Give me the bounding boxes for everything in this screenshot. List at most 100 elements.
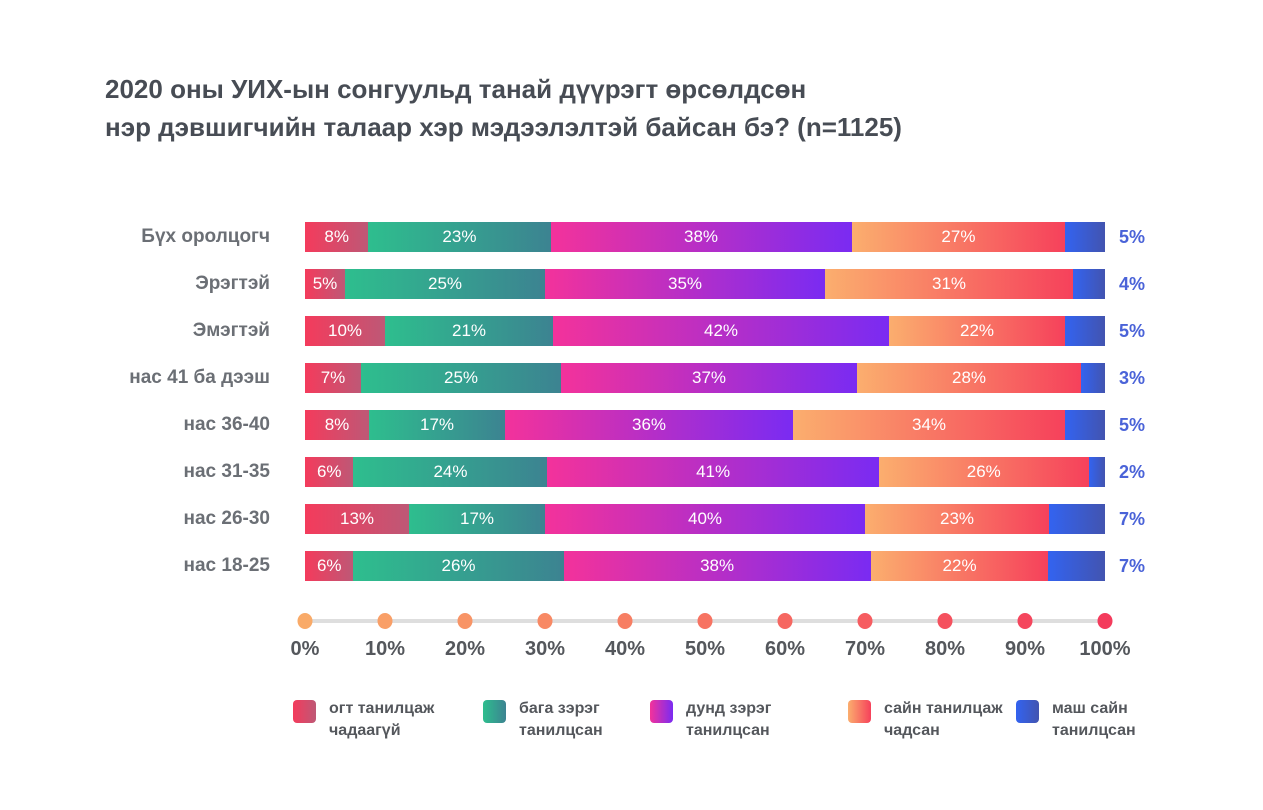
axis-tick-dot	[697, 613, 713, 629]
bar-row: нас 36-40 8% 17% 36% 34% 5%	[0, 410, 1263, 440]
bar-segment-value: 25%	[443, 368, 479, 387]
bar-segment: 42%	[553, 316, 889, 346]
row-label: Эмэгтэй	[192, 320, 270, 341]
bar-segment-value: 26%	[441, 556, 476, 575]
legend-label-line2: танилцсан	[519, 722, 603, 739]
legend-label-line1: огт танилцаж	[329, 700, 435, 717]
axis-tick-dot	[1097, 613, 1113, 629]
legend-label-line1: сайн танилцаж	[884, 700, 1003, 717]
bar-segment-value: 22%	[942, 556, 977, 575]
bar-segment-value: 23%	[939, 509, 975, 528]
bar-segment: 23%	[368, 222, 551, 252]
bar-row: нас 26-30 13% 17% 40% 23% 7%	[0, 504, 1263, 534]
bar-segment: 25%	[345, 269, 545, 299]
bar-segment	[1048, 551, 1105, 581]
legend: огт танилцаж чадаагүй бага зэрэг танилцсан д…	[0, 698, 1263, 758]
axis-tick-label: 60%	[764, 638, 806, 660]
bar-end-value: 4%	[1119, 273, 1146, 294]
bar-segment-value: 17%	[459, 509, 495, 528]
row-label: нас 31-35	[183, 461, 270, 482]
legend-label: бага зэрэг танилцсан	[519, 698, 603, 742]
legend-label-line1: бага зэрэг	[519, 700, 600, 717]
axis-tick-dot	[937, 613, 953, 629]
stacked-bar: 8% 23% 38% 27%	[305, 222, 1105, 252]
bar-end-value: 7%	[1119, 555, 1146, 576]
bar-segment: 21%	[385, 316, 553, 346]
bar-segment-value: 10%	[327, 321, 363, 340]
bar-segment-value: 38%	[684, 227, 719, 246]
axis-tick-label: 100%	[1079, 638, 1131, 660]
stacked-bar: 6% 26% 38% 22%	[305, 551, 1105, 581]
bar-segment: 22%	[870, 551, 1049, 581]
legend-swatch	[848, 700, 871, 723]
bar-segment: 31%	[825, 269, 1073, 299]
bar-segment-value: 7%	[320, 368, 346, 387]
bar-row: Эмэгтэй 10% 21% 42% 22% 5%	[0, 316, 1263, 346]
bar-segment: 17%	[409, 504, 545, 534]
legend-item: маш сайн танилцсан	[1016, 698, 1136, 742]
legend-item: огт танилцаж чадаагүй	[293, 698, 434, 742]
stacked-bar: 6% 24% 41% 26%	[305, 457, 1105, 487]
stacked-bar: 13% 17% 40% 23%	[305, 504, 1105, 534]
axis-tick-dot	[1017, 613, 1033, 629]
row-label: нас 36-40	[183, 414, 270, 435]
chart-title-line1: 2020 оны УИХ-ын сонгуульд танай дүүрэгт …	[105, 74, 807, 104]
bar-segment-value: 25%	[427, 274, 463, 293]
bar-segment: 38%	[550, 222, 852, 252]
chart-title-line2: нэр дэвшигчийн талаар хэр мэдээлэлтэй ба…	[105, 112, 902, 142]
bar-end-value: 7%	[1119, 508, 1146, 529]
bar-segment: 17%	[369, 410, 505, 440]
axis-tick-dot	[857, 613, 873, 629]
bar-segment-value: 8%	[324, 227, 349, 246]
bar-end-value: 2%	[1119, 461, 1146, 482]
bar-segment: 36%	[505, 410, 793, 440]
bar-row: нас 18-25 6% 26% 38% 22% 7%	[0, 551, 1263, 581]
legend-label: огт танилцаж чадаагүй	[329, 698, 434, 742]
bar-segment	[1081, 363, 1105, 393]
stacked-bar: 10% 21% 42% 22%	[305, 316, 1105, 346]
axis-tick-label: 0%	[290, 638, 320, 660]
row-label: Эрэгтэй	[195, 273, 270, 294]
bar-segment	[1049, 504, 1105, 534]
x-axis: 0% 10% 20% 30% 40% 50% 60% 70% 80% 90% 100%	[291, 613, 1131, 673]
stacked-bar: 5% 25% 35% 31%	[305, 269, 1105, 299]
legend-swatch	[293, 700, 316, 723]
bar-segment-value: 23%	[442, 227, 477, 246]
axis-tick-dot	[457, 613, 473, 629]
bar-segment: 38%	[563, 551, 871, 581]
bar-segment-value: 27%	[941, 227, 976, 246]
bar-segment: 35%	[545, 269, 825, 299]
bar-segment: 8%	[305, 410, 369, 440]
bar-row: нас 41 ба дээш 7% 25% 37% 28% 3%	[0, 363, 1263, 393]
bar-row: Бүх оролцогч 8% 23% 38% 27% 5%	[0, 222, 1263, 252]
bar-segment: 41%	[547, 457, 879, 487]
bar-segment-value: 17%	[419, 415, 455, 434]
bar-segment-value: 41%	[696, 462, 731, 481]
bar-end-value: 5%	[1119, 320, 1146, 341]
bar-segment: 6%	[305, 457, 354, 487]
bar-segment: 34%	[793, 410, 1065, 440]
axis-tick-label: 90%	[1004, 638, 1046, 660]
axis-tick-dot	[777, 613, 793, 629]
bar-segment: 23%	[865, 504, 1049, 534]
bar-row: нас 31-35 6% 24% 41% 26% 2%	[0, 457, 1263, 487]
bar-segment-value: 42%	[703, 321, 739, 340]
bar-segment: 25%	[361, 363, 561, 393]
axis-tick-dot	[297, 613, 313, 629]
bar-segment: 26%	[353, 551, 564, 581]
legend-label-line1: дунд зэрэг	[686, 700, 772, 717]
legend-swatch	[650, 700, 673, 723]
axis-tick-dot	[377, 613, 393, 629]
legend-swatch	[1016, 700, 1039, 723]
axis-tick-dot	[617, 613, 633, 629]
row-label: Бүх оролцогч	[141, 226, 270, 247]
legend-label-line2: чадаагүй	[329, 722, 401, 739]
bar-segment: 22%	[889, 316, 1065, 346]
axis-tick-label: 70%	[844, 638, 886, 660]
bar-segment-value: 37%	[691, 368, 727, 387]
axis-tick-label: 30%	[524, 638, 566, 660]
bar-segment: 40%	[545, 504, 865, 534]
bar-segment: 8%	[305, 222, 369, 252]
stacked-bar: 7% 25% 37% 28%	[305, 363, 1105, 393]
bar-segment-value: 24%	[433, 462, 468, 481]
